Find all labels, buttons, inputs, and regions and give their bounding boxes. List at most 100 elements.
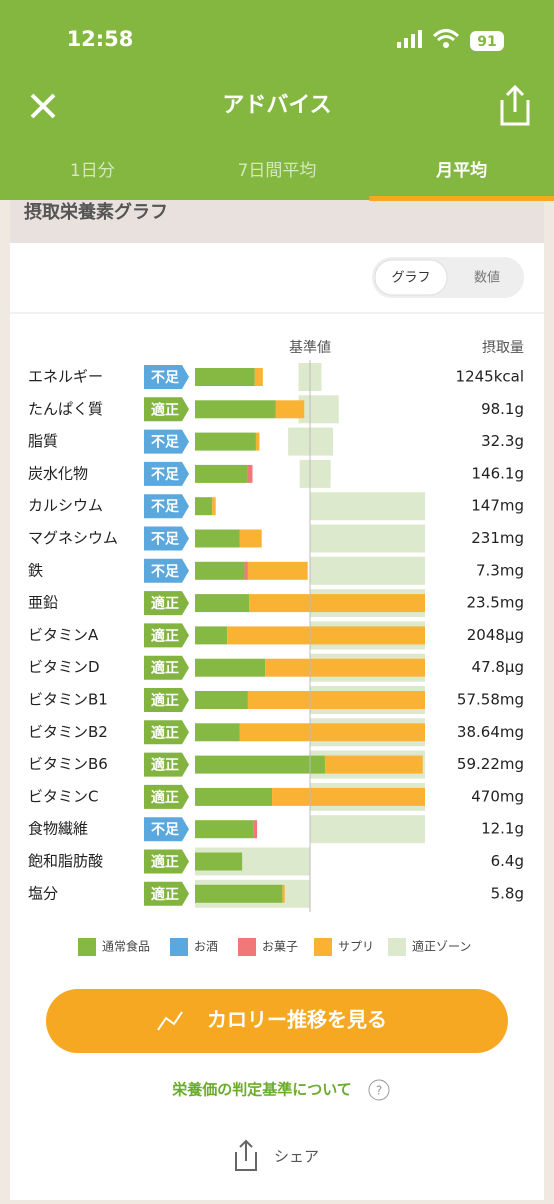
bar-segment: [195, 529, 240, 548]
nutrient-name: カルシウム: [28, 497, 103, 515]
legend-label: お酒: [194, 940, 218, 954]
section-header: [10, 200, 544, 243]
amount: 1245kcal: [456, 368, 524, 386]
reference-label: 基準値: [289, 339, 331, 356]
nutrient-name: 脂質: [28, 432, 58, 450]
bar-segment: [195, 400, 276, 419]
calorie-button-label: カロリー推移を見る: [207, 1008, 387, 1032]
bar-segment: [227, 626, 425, 645]
nutrient-name: 鉄: [28, 561, 43, 579]
amount: 32.3g: [481, 432, 524, 450]
close-button[interactable]: [30, 93, 56, 119]
amount: 59.22mg: [457, 755, 524, 773]
bar-segment: [324, 755, 423, 774]
criteria-link[interactable]: 栄養価の判定基準について: [171, 1081, 352, 1099]
bar-segment: [195, 658, 266, 677]
status-badge: [144, 688, 189, 712]
export-button[interactable]: [500, 84, 530, 126]
status-label: 適正: [151, 660, 179, 677]
nutrient-name: 食物繊維: [28, 820, 88, 838]
zone: [299, 459, 331, 488]
toggle-option[interactable]: 数値: [474, 270, 500, 286]
bar-segment: [212, 497, 216, 516]
wifi: [432, 29, 460, 42]
tab[interactable]: 7日間平均: [238, 161, 317, 181]
amount: 57.58mg: [457, 691, 524, 709]
help-icon[interactable]: [368, 1079, 390, 1101]
bar-segment: [195, 723, 240, 742]
tab[interactable]: 1日分: [70, 161, 115, 181]
status-label: 適正: [151, 757, 179, 774]
nutrient-name: ビタミンB6: [28, 755, 108, 773]
battery-level: 91: [477, 34, 496, 50]
amount: 7.3mg: [476, 561, 524, 579]
toggle-option[interactable]: グラフ: [391, 271, 430, 286]
amount: 146.1g: [472, 464, 524, 482]
bar-segment: [239, 529, 262, 548]
bar-segment: [195, 368, 255, 386]
bar-segment: [247, 691, 425, 709]
legend-label: サプリ: [338, 940, 374, 954]
bar-segment: [195, 432, 256, 451]
status-badge: [144, 591, 189, 616]
calorie-button[interactable]: [46, 989, 508, 1053]
status-badge: [144, 784, 189, 809]
bar-segment: [253, 820, 258, 839]
amount: 231mg: [471, 529, 524, 547]
toggle-active: [374, 259, 448, 296]
status-badge: [144, 397, 189, 422]
share-icon[interactable]: [235, 1139, 257, 1171]
status-label: 不足: [151, 532, 180, 548]
bar-segment: [195, 691, 248, 709]
bar-segment: [265, 658, 425, 677]
app-bar: [0, 0, 554, 200]
bar-segment: [195, 884, 283, 903]
status-label: 適正: [151, 595, 179, 612]
share-label[interactable]: シェア: [274, 1148, 319, 1166]
zone: [310, 524, 425, 553]
status-label: 不足: [151, 822, 180, 838]
zone: [310, 556, 425, 585]
legend-swatch: [314, 938, 332, 956]
status-label: 不足: [151, 499, 180, 515]
nutrient-name: ビタミンA: [28, 626, 99, 644]
legend-label: 通常食品: [102, 940, 150, 954]
zone: [298, 395, 339, 424]
status-badge: [144, 461, 189, 486]
battery: [470, 31, 504, 51]
bar-segment: [195, 497, 213, 516]
status-badge: [144, 558, 189, 583]
legend-swatch: [170, 938, 188, 956]
nutrient-name: エネルギー: [28, 368, 103, 386]
bar-segment: [272, 787, 425, 806]
bar-segment: [244, 561, 248, 580]
nutrient-name: 炭水化物: [28, 464, 88, 482]
bar-segment: [195, 787, 273, 806]
bar-segment: [239, 723, 425, 742]
tab-indicator: [369, 196, 554, 201]
bar-segment: [247, 464, 253, 483]
status-badge: [144, 526, 189, 551]
status-label: 適正: [151, 724, 179, 741]
amount: 470mg: [471, 787, 524, 805]
bar-segment: [195, 852, 243, 871]
legend-swatch: [78, 938, 96, 956]
bar-segment: [254, 368, 263, 386]
zone: [310, 492, 425, 521]
section-title: 摂取栄養素グラフ: [24, 201, 168, 223]
status-label: 不足: [151, 435, 180, 451]
tab[interactable]: 月平均: [435, 160, 487, 181]
status-label: 不足: [151, 564, 180, 580]
nutrient-name: 塩分: [28, 884, 58, 902]
status-label: 不足: [151, 370, 180, 386]
status-label: 適正: [151, 789, 179, 806]
signal: [397, 30, 422, 48]
zone: [288, 427, 333, 456]
status-badge: [144, 655, 189, 680]
bar-segment: [195, 594, 250, 613]
status-badge: [144, 494, 189, 519]
status-label: 適正: [151, 692, 179, 709]
bar-segment: [249, 594, 425, 613]
nutrient-name: たんぱく質: [28, 400, 103, 418]
amount: 12.1g: [481, 820, 524, 838]
